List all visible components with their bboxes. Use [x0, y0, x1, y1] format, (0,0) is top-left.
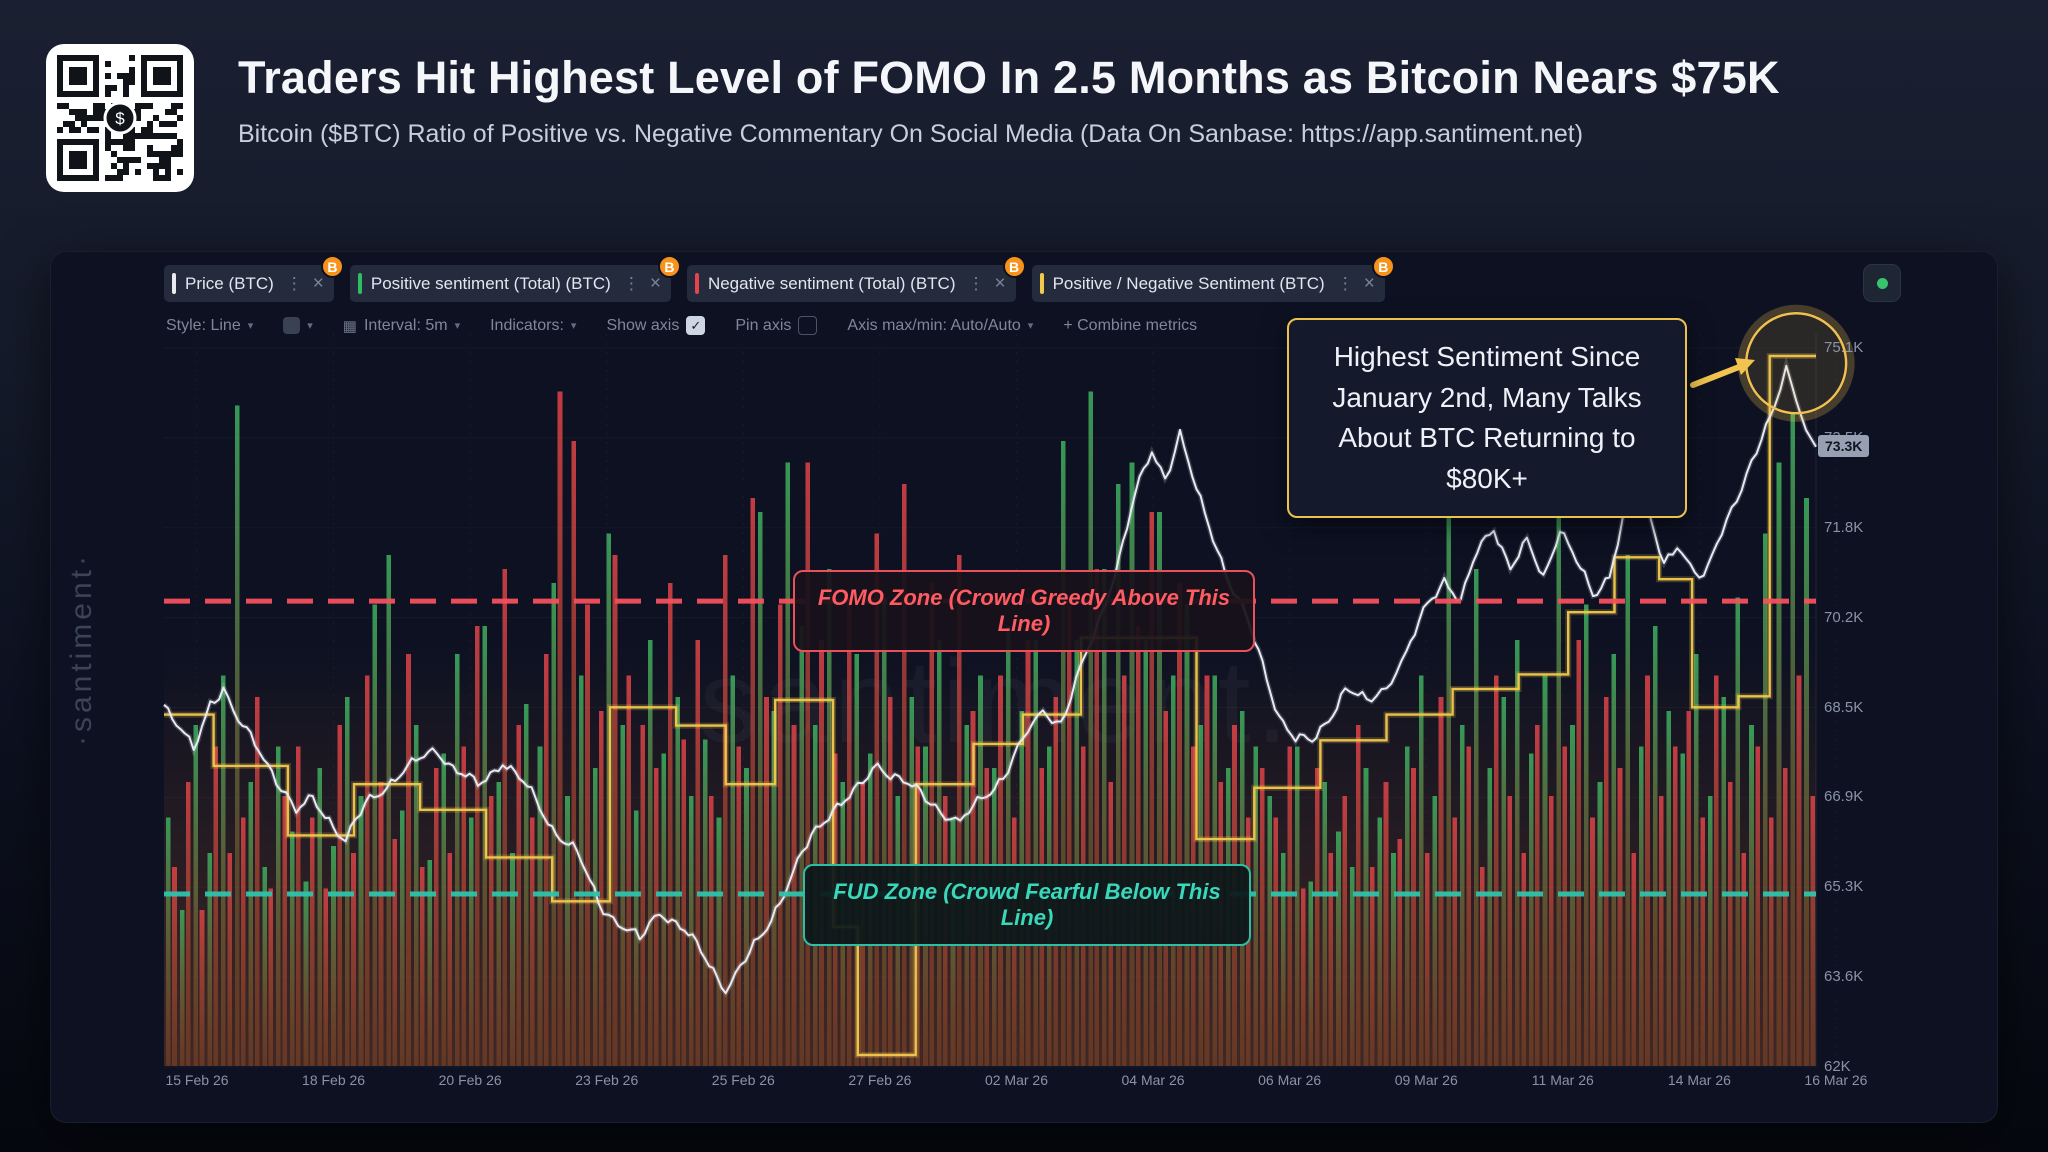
metric-tab-positive-sentiment[interactable]: Positive sentiment (Total) (BTC) ⋮ × B — [349, 255, 681, 302]
axis-maxmin-selector[interactable]: Axis max/min: Auto/Auto ▾ — [847, 317, 1033, 335]
current-price-badge: 73.3K — [1818, 434, 1870, 457]
indicators-selector[interactable]: Indicators: ▾ — [490, 317, 576, 335]
axis-maxmin-label: Axis max/min: Auto/Auto — [847, 316, 1021, 334]
live-indicator-button[interactable] — [1863, 264, 1901, 302]
close-icon[interactable]: × — [1363, 272, 1375, 294]
pin-axis-toggle[interactable]: Pin axis — [735, 316, 818, 335]
close-icon[interactable]: × — [994, 272, 1006, 294]
page-subtitle: Bitcoin ($BTC) Ratio of Positive vs. Neg… — [238, 120, 1584, 148]
highlight-circle — [1744, 312, 1848, 415]
metric-tab-label: Positive sentiment (Total) (BTC) — [370, 273, 611, 293]
pin-axis-label: Pin axis — [735, 316, 792, 334]
x-axis-tick: 06 Mar 26 — [1258, 1072, 1322, 1088]
annotation-arrow — [1690, 364, 1742, 388]
x-axis-tick: 09 Mar 26 — [1394, 1072, 1458, 1088]
bitcoin-badge: B — [1371, 255, 1395, 278]
y-axis-tick: 63.6K — [1824, 968, 1864, 986]
page-title: Traders Hit Highest Level of FOMO In 2.5… — [238, 52, 1780, 103]
bitcoin-badge: B — [1002, 255, 1026, 278]
chevron-down-icon: ▾ — [570, 320, 577, 332]
metric-tab-label: Positive / Negative Sentiment (BTC) — [1052, 273, 1325, 293]
price-line — [163, 364, 1817, 995]
more-options-icon[interactable]: ⋮ — [285, 273, 303, 293]
y-axis-tick: 62K — [1824, 1058, 1851, 1075]
sentiment-wash — [164, 641, 1816, 1066]
metric-tab-sentiment-ratio[interactable]: Positive / Negative Sentiment (BTC) ⋮ × … — [1031, 255, 1395, 302]
chevron-down-icon: ▾ — [247, 320, 254, 332]
metric-tab-price[interactable]: Price (BTC) ⋮ × B — [164, 255, 344, 302]
show-axis-label: Show axis — [606, 316, 680, 334]
color-swatch-selector[interactable]: ▾ — [283, 317, 313, 334]
annotation-arrow-head — [1735, 358, 1755, 375]
interval-label: Interval: 5m — [363, 316, 448, 334]
metric-color-bar — [1039, 273, 1044, 294]
qr-code: $ — [46, 44, 194, 192]
fud-zone-label: FUD Zone (Crowd Fearful Below This Line) — [803, 864, 1251, 946]
y-axis-tick: 66.9K — [1824, 788, 1864, 806]
green-dot-icon — [1876, 277, 1888, 289]
indicators-label: Indicators: — [490, 316, 564, 334]
metric-color-bar — [357, 273, 362, 294]
x-axis-tick: 27 Feb 26 — [848, 1072, 912, 1088]
color-swatch-icon — [283, 317, 301, 334]
show-axis-toggle[interactable]: Show axis ✓ — [606, 316, 706, 335]
chart-toolbar: Style: Line ▾ ▾ ▦ Interval: 5m ▾ Indicat… — [166, 316, 1197, 335]
x-axis-tick: 20 Feb 26 — [438, 1072, 502, 1088]
x-axis-tick: 11 Mar 26 — [1531, 1072, 1594, 1088]
svg-text:$: $ — [115, 109, 125, 128]
more-options-icon[interactable]: ⋮ — [967, 273, 985, 293]
metric-color-bar — [694, 273, 699, 294]
close-icon[interactable]: × — [649, 272, 661, 294]
check-icon: ✓ — [690, 317, 702, 333]
header: Traders Hit Highest Level of FOMO In 2.5… — [238, 52, 1780, 149]
x-axis-tick: 25 Feb 26 — [711, 1072, 775, 1088]
metric-color-bar — [172, 273, 176, 294]
metric-tab-negative-sentiment[interactable]: Negative sentiment (Total) (BTC) ⋮ × B — [686, 255, 1026, 302]
ratio-step-line — [164, 354, 1816, 1057]
style-selector[interactable]: Style: Line ▾ — [166, 317, 253, 335]
style-label: Style: Line — [166, 316, 241, 334]
metric-tab-label: Negative sentiment (Total) (BTC) — [707, 273, 956, 293]
y-axis-tick: 68.5K — [1824, 698, 1864, 716]
combine-metrics-label: + Combine metrics — [1063, 316, 1198, 334]
metric-tabs: Price (BTC) ⋮ × B Positive sentiment (To… — [164, 255, 1395, 302]
x-axis-tick: 16 Mar 26 — [1804, 1072, 1868, 1088]
y-axis-tick: 75.1K — [1824, 339, 1864, 356]
close-icon[interactable]: × — [312, 272, 324, 294]
x-axis-tick: 02 Mar 26 — [984, 1072, 1048, 1088]
more-options-icon[interactable]: ⋮ — [1336, 273, 1354, 293]
y-axis-tick: 71.8K — [1824, 518, 1864, 536]
checkbox-unchecked-icon[interactable] — [798, 316, 818, 335]
x-axis-tick: 15 Feb 26 — [165, 1072, 229, 1088]
combine-metrics-button[interactable]: + Combine metrics — [1063, 317, 1197, 335]
x-axis-tick: 23 Feb 26 — [575, 1072, 639, 1088]
chevron-down-icon: ▾ — [454, 320, 461, 332]
x-axis-tick: 18 Feb 26 — [302, 1072, 366, 1088]
bitcoin-badge: B — [320, 255, 344, 278]
chevron-down-icon: ▾ — [1027, 320, 1034, 332]
fomo-zone-label: FOMO Zone (Crowd Greedy Above This Line) — [793, 570, 1255, 652]
chevron-down-icon: ▾ — [307, 320, 313, 332]
y-axis-tick: 70.2K — [1824, 608, 1864, 626]
more-options-icon[interactable]: ⋮ — [622, 273, 640, 293]
calendar-icon: ▦ — [342, 317, 357, 335]
x-axis-tick: 14 Mar 26 — [1667, 1072, 1731, 1088]
annotation-callout: Highest Sentiment Since January 2nd, Man… — [1287, 318, 1687, 519]
y-axis-tick: 65.3K — [1824, 878, 1864, 896]
metric-tab-label: Price (BTC) — [185, 273, 274, 293]
checkbox-checked-icon[interactable]: ✓ — [686, 316, 706, 335]
chart-panel: ·santiment· santiment. Price (BTC) ⋮ × B… — [50, 251, 1998, 1123]
chart-canvas[interactable] — [51, 252, 1999, 1124]
interval-selector[interactable]: ▦ Interval: 5m ▾ — [343, 317, 460, 335]
bitcoin-badge: B — [657, 255, 681, 278]
x-axis-tick: 04 Mar 26 — [1121, 1072, 1185, 1088]
qr-code-image: $ — [57, 55, 183, 181]
